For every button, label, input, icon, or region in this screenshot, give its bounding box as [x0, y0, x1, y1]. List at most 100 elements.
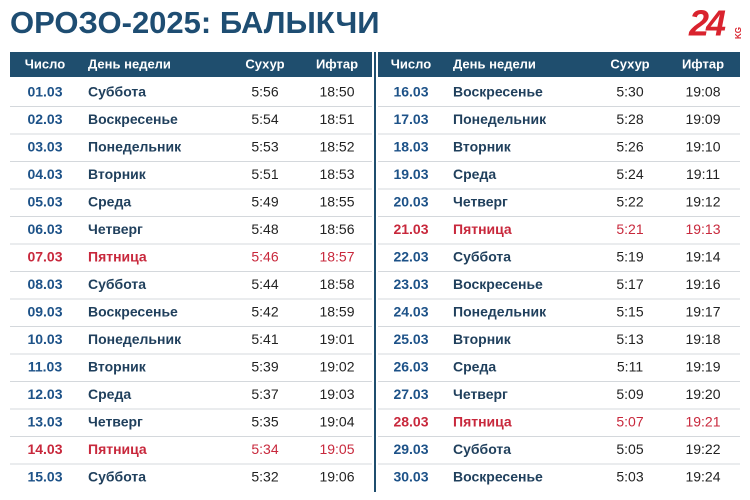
iftar-cell: 19:10 [685, 138, 720, 154]
column-header: Ифтар [316, 56, 358, 71]
suhur-cell: 5:03 [616, 468, 643, 484]
logo-number: 24 [688, 3, 726, 44]
day-cell: Четверг [88, 221, 143, 237]
suhur-cell: 5:07 [616, 413, 643, 429]
iftar-cell: 19:17 [685, 303, 720, 319]
column-header: День недели [88, 56, 171, 71]
date-cell: 17.03 [393, 111, 428, 127]
title: ОРОЗО-2025: БАЛЫКЧИ [10, 5, 380, 40]
iftar-cell: 19:16 [685, 276, 720, 292]
iftar-cell: 18:50 [319, 83, 354, 99]
iftar-cell: 19:19 [685, 358, 720, 374]
iftar-cell: 18:51 [319, 111, 354, 127]
day-cell: Воскресенье [453, 276, 543, 292]
date-cell: 08.03 [27, 276, 62, 292]
column-header: Ифтар [682, 56, 724, 71]
suhur-cell: 5:34 [251, 441, 278, 457]
date-cell: 01.03 [27, 83, 62, 99]
iftar-cell: 19:21 [685, 413, 720, 429]
iftar-cell: 19:11 [686, 166, 720, 182]
suhur-cell: 5:21 [616, 221, 643, 237]
iftar-cell: 19:13 [685, 221, 720, 237]
date-cell: 02.03 [27, 111, 62, 127]
suhur-cell: 5:15 [616, 303, 643, 319]
date-cell: 13.03 [27, 413, 62, 429]
suhur-cell: 5:19 [616, 248, 643, 264]
iftar-cell: 19:22 [685, 441, 720, 457]
iftar-cell: 18:57 [319, 248, 354, 264]
logo-suffix: KG [734, 27, 743, 39]
date-cell: 18.03 [393, 138, 428, 154]
suhur-cell: 5:17 [616, 276, 643, 292]
day-cell: Среда [453, 358, 496, 374]
iftar-cell: 18:56 [319, 221, 354, 237]
iftar-cell: 19:18 [685, 331, 720, 347]
day-cell: Воскресенье [88, 303, 178, 319]
date-cell: 15.03 [27, 468, 62, 484]
iftar-cell: 19:02 [319, 358, 354, 374]
date-cell: 05.03 [27, 193, 62, 209]
column-header: Число [25, 56, 65, 71]
column-header: Сухур [610, 56, 649, 71]
logo: 24 KG [688, 3, 743, 44]
iftar-cell: 19:08 [685, 83, 720, 99]
suhur-cell: 5:30 [616, 83, 643, 99]
date-cell: 21.03 [393, 221, 428, 237]
suhur-cell: 5:22 [616, 193, 643, 209]
suhur-cell: 5:26 [616, 138, 643, 154]
day-cell: Суббота [88, 83, 146, 99]
suhur-cell: 5:44 [251, 276, 278, 292]
iftar-cell: 19:20 [685, 386, 720, 402]
iftar-cell: 19:14 [685, 248, 720, 264]
iftar-cell: 19:01 [319, 331, 354, 347]
day-cell: Пятница [453, 221, 512, 237]
iftar-cell: 18:58 [319, 276, 354, 292]
day-cell: Понедельник [453, 111, 547, 127]
suhur-cell: 5:39 [251, 358, 278, 374]
date-cell: 26.03 [393, 358, 428, 374]
suhur-cell: 5:24 [616, 166, 643, 182]
date-cell: 22.03 [393, 248, 428, 264]
suhur-cell: 5:42 [251, 303, 278, 319]
date-cell: 14.03 [27, 441, 62, 457]
day-cell: Воскресенье [453, 83, 543, 99]
suhur-cell: 5:11 [617, 358, 643, 374]
date-cell: 03.03 [27, 138, 62, 154]
suhur-cell: 5:49 [251, 193, 278, 209]
day-cell: Вторник [453, 138, 512, 154]
suhur-cell: 5:41 [251, 331, 278, 347]
date-cell: 07.03 [27, 248, 62, 264]
table-header [378, 52, 740, 77]
suhur-cell: 5:48 [251, 221, 278, 237]
day-cell: Суббота [453, 441, 511, 457]
column-header: Число [391, 56, 431, 71]
iftar-cell: 19:24 [685, 468, 720, 484]
day-cell: Понедельник [88, 331, 182, 347]
suhur-cell: 5:28 [616, 111, 643, 127]
suhur-cell: 5:51 [251, 166, 278, 182]
column-header: Сухур [245, 56, 284, 71]
suhur-cell: 5:53 [251, 138, 278, 154]
date-cell: 24.03 [393, 303, 428, 319]
suhur-cell: 5:35 [251, 413, 278, 429]
date-cell: 28.03 [393, 413, 428, 429]
iftar-cell: 19:04 [319, 413, 354, 429]
iftar-cell: 19:09 [685, 111, 720, 127]
day-cell: Вторник [88, 166, 147, 182]
date-cell: 29.03 [393, 441, 428, 457]
day-cell: Среда [88, 193, 131, 209]
day-cell: Понедельник [453, 303, 547, 319]
date-cell: 12.03 [27, 386, 62, 402]
day-cell: Воскресенье [88, 111, 178, 127]
day-cell: Среда [88, 386, 131, 402]
iftar-cell: 18:59 [319, 303, 354, 319]
day-cell: Вторник [88, 358, 147, 374]
suhur-cell: 5:32 [251, 468, 278, 484]
iftar-cell: 18:53 [319, 166, 354, 182]
day-cell: Понедельник [88, 138, 182, 154]
iftar-cell: 18:55 [319, 193, 354, 209]
iftar-cell: 19:03 [319, 386, 354, 402]
date-cell: 25.03 [393, 331, 428, 347]
date-cell: 20.03 [393, 193, 428, 209]
day-cell: Суббота [88, 276, 146, 292]
